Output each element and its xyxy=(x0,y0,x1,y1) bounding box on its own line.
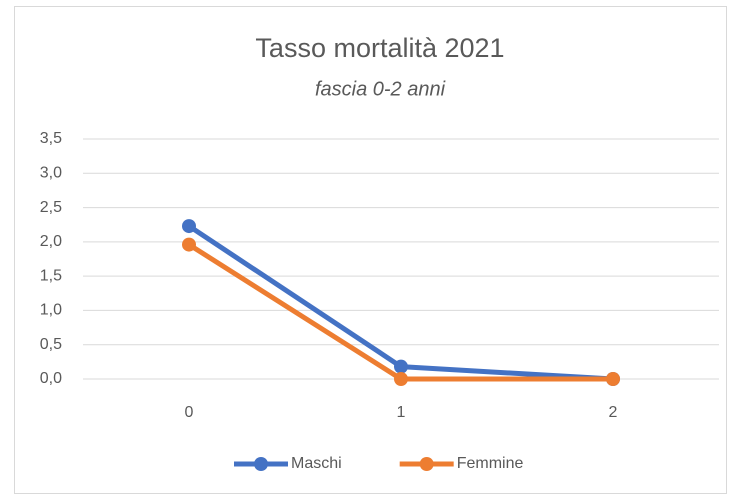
data-point xyxy=(394,372,408,386)
data-point xyxy=(394,359,408,374)
data-point xyxy=(606,372,620,386)
y-tick-label: 1,5 xyxy=(40,267,62,284)
y-tick-label: 0,0 xyxy=(40,370,62,387)
chart-subtitle: fascia 0-2 anni xyxy=(315,78,446,100)
x-tick-label: 1 xyxy=(397,404,406,421)
data-point xyxy=(182,237,196,252)
legend-label: Femmine xyxy=(457,455,524,472)
x-tick-label: 2 xyxy=(609,404,618,421)
y-tick-label: 3,5 xyxy=(40,130,62,147)
legend-marker xyxy=(419,457,434,471)
y-tick-label: 1,0 xyxy=(40,302,62,319)
y-tick-label: 3,0 xyxy=(40,165,62,182)
y-tick-label: 2,0 xyxy=(40,233,62,250)
y-tick-label: 2,5 xyxy=(40,199,62,216)
legend-label: Maschi xyxy=(291,455,342,472)
x-tick-label: 0 xyxy=(185,404,194,421)
legend-marker xyxy=(254,457,268,471)
chart-border xyxy=(14,6,727,494)
data-point xyxy=(182,219,196,234)
y-tick-label: 0,5 xyxy=(40,336,62,353)
chart-title: Tasso mortalità 2021 xyxy=(255,33,504,63)
